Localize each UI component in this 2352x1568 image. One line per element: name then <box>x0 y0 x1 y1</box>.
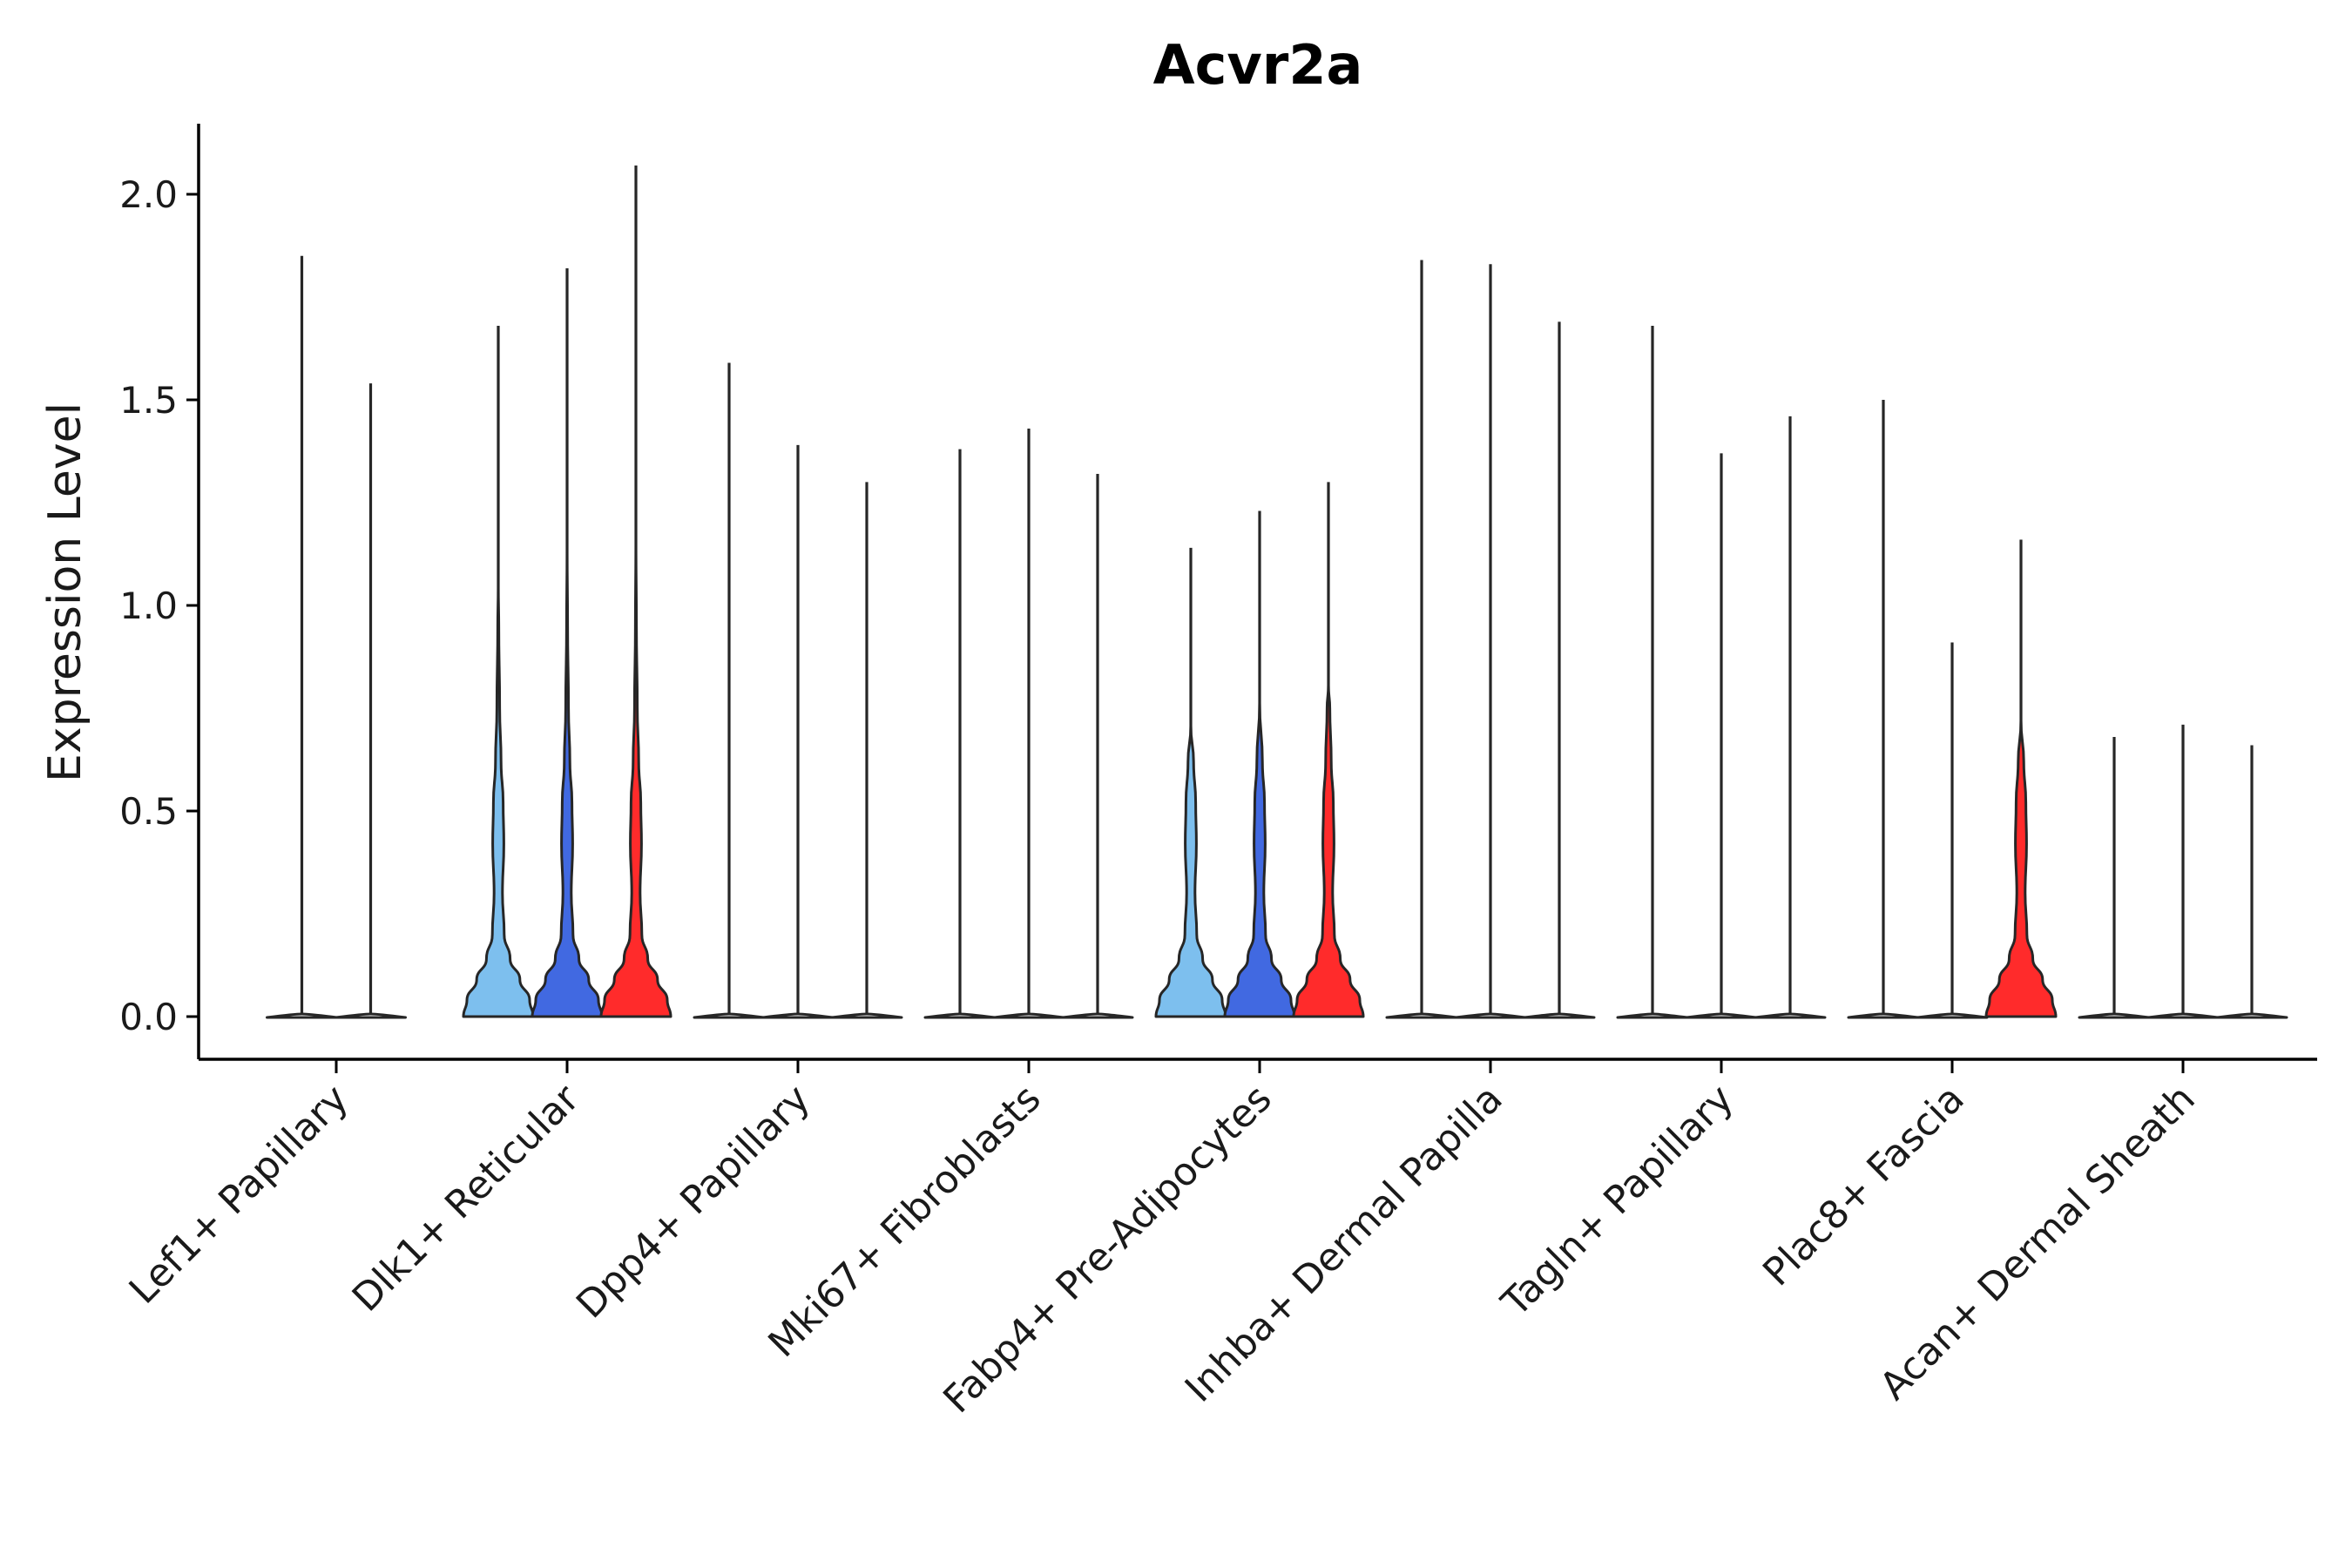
chart-title: Acvr2a <box>1153 33 1363 97</box>
violin-mid <box>1223 701 1296 1018</box>
x-tick-label: Tagln+ Papillary <box>1493 1077 1742 1326</box>
violin-empty <box>1685 1012 1758 1019</box>
violin-red <box>599 542 672 1018</box>
y-axis-label: Expression Level <box>39 402 91 782</box>
violin-empty <box>1385 1012 1458 1019</box>
violin-red <box>1984 720 2058 1018</box>
violin-red <box>1292 684 1365 1018</box>
y-tick-label: 1.0 <box>119 585 178 627</box>
violin-empty <box>1454 1012 1527 1019</box>
violin-empty <box>2146 1012 2220 1019</box>
violin-empty <box>1061 1012 1134 1019</box>
y-tick-label: 0.5 <box>119 790 178 833</box>
violin-empty <box>761 1012 835 1019</box>
violin-empty <box>830 1012 903 1019</box>
violin-mid <box>531 551 604 1018</box>
violin-light <box>1154 724 1227 1018</box>
x-tick-label: Dlk1+ Reticular <box>344 1076 589 1321</box>
y-axis: 0.0 0.5 1.0 1.5 2.0 <box>119 124 200 1059</box>
violin-empty <box>1916 1012 1989 1019</box>
y-tick-label: 0.0 <box>119 996 178 1038</box>
x-tick-label: Lef1+ Papillary <box>121 1077 357 1313</box>
violin-empty <box>1754 1012 1827 1019</box>
violin-light <box>462 586 535 1018</box>
violin-empty <box>693 1012 766 1019</box>
violin-empty <box>2215 1012 2288 1019</box>
violin-series <box>266 165 2288 1019</box>
x-tick-label: Plac8+ Fascia <box>1754 1077 1973 1295</box>
x-tick-label: Dpp4+ Papillary <box>568 1077 819 1328</box>
violin-empty <box>266 1012 338 1019</box>
violin-empty <box>2078 1012 2151 1019</box>
violin-empty <box>923 1012 997 1019</box>
violin-empty <box>992 1012 1065 1019</box>
violin-empty <box>1847 1012 1920 1019</box>
violin-empty <box>1523 1012 1596 1019</box>
y-tick-label: 1.5 <box>119 379 178 422</box>
y-tick-label: 2.0 <box>119 173 178 216</box>
violin-empty <box>1616 1012 1689 1019</box>
violin-empty <box>335 1012 407 1019</box>
